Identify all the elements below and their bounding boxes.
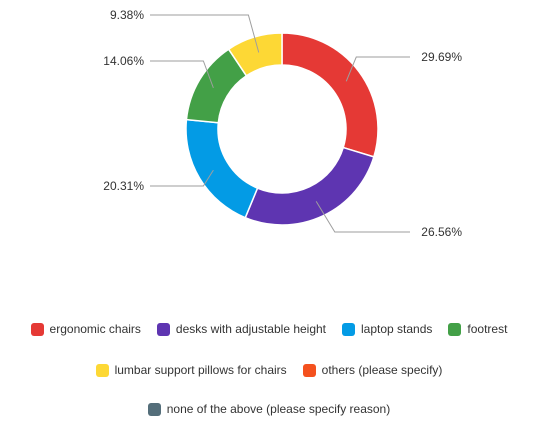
legend-swatch [147,402,161,416]
legend-label: none of the above (please specify reason… [166,402,391,416]
legend-swatch [156,322,170,336]
data-label-footrest: 14.06% [103,54,144,68]
leader-line-ergonomic-chairs [345,56,410,82]
legend-swatch [95,363,109,377]
slice-lumbar-support-pillows-for-chairs[interactable] [227,32,283,77]
legend-item-footrest[interactable]: footrest [448,322,507,336]
legend-swatch [448,322,462,336]
legend-label: desks with adjustable height [175,322,327,336]
slice-laptop-stands[interactable] [185,118,259,219]
leader-line-laptop-stands [150,169,214,187]
donut-chart-svg: 29.69% 26.56% 20.31% 14.06% 9.38% [103,8,462,239]
legend-row-1: ergonomic chairs desks with adjustable he… [0,322,538,336]
legend-item-lumbar-support-pillows-for-chairs[interactable]: lumbar support pillows for chairs [95,363,287,377]
data-label-ergonomic-chairs: 29.69% [421,50,462,64]
data-label-desks-with-adjustable-height: 26.56% [421,225,462,239]
slice-desks-with-adjustable-height[interactable] [244,146,375,226]
legend-swatch [342,322,356,336]
legend-item-desks-with-adjustable-height[interactable]: desks with adjustable height [156,322,327,336]
legend-label: laptop stands [361,322,433,336]
legend-row-3: none of the above (please specify reason… [0,402,538,416]
legend-label: footrest [467,322,508,336]
legend-label: others (please specify) [321,363,443,377]
leader-line-desks-with-adjustable-height [315,201,410,233]
legend-swatch [30,322,44,336]
legend-item-others-please-specify[interactable]: others (please specify) [302,363,443,377]
legend-item-laptop-stands[interactable]: laptop stands [342,322,432,336]
legend-item-none-of-the-above-please-specify-reason[interactable]: none of the above (please specify reason… [147,402,391,416]
legend-swatch [302,363,316,377]
legend-row-2: lumbar support pillows for chairs others … [0,363,538,377]
slice-ergonomic-chairs[interactable] [281,32,379,158]
legend-label: ergonomic chairs [49,322,141,336]
data-label-lumbar-support-pillows-for-chairs: 9.38% [110,8,144,22]
leader-line-footrest [150,60,214,89]
legend-item-ergonomic-chairs[interactable]: ergonomic chairs [30,322,141,336]
legend-label: lumbar support pillows for chairs [114,363,287,377]
data-label-laptop-stands: 20.31% [103,179,144,193]
leader-line-lumbar-support-pillows-for-chairs [150,14,260,53]
